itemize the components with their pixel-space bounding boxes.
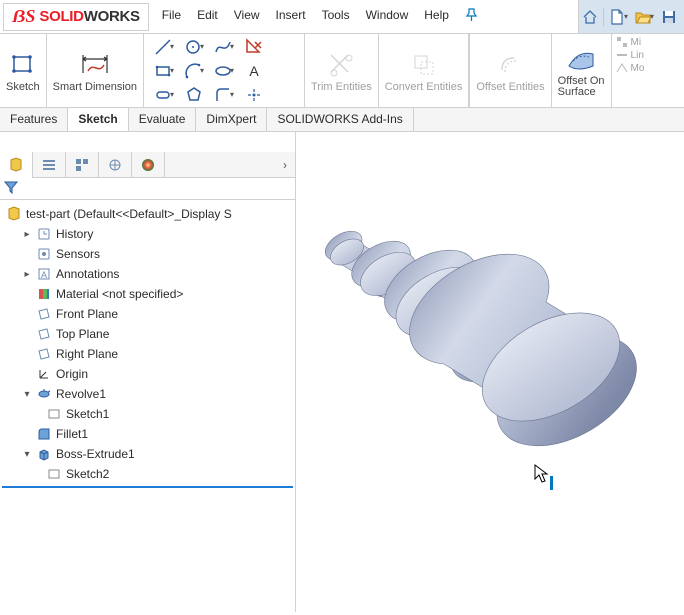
menu-window[interactable]: Window [359, 4, 416, 29]
quick-access-toolbar: ▾ ▾ [578, 0, 684, 33]
svg-text:A: A [41, 270, 47, 280]
pin-icon[interactable] [458, 4, 486, 29]
dimxpert-manager-tab[interactable] [99, 152, 132, 178]
tree-top-plane[interactable]: Top Plane [2, 324, 293, 344]
line-tool[interactable]: ▾ [150, 36, 178, 58]
app-logo: ẞS SOLIDWORKS [3, 3, 149, 31]
tab-features[interactable]: Features [0, 108, 68, 131]
display-manager-tab[interactable] [132, 152, 165, 178]
tree-history[interactable]: ▸History [2, 224, 293, 244]
text-tool[interactable]: A [240, 60, 268, 82]
sketch-button[interactable]: Sketch [0, 34, 47, 107]
filter-icon[interactable] [4, 180, 18, 197]
panel-expand-icon[interactable]: › [275, 158, 295, 172]
feature-manager-tab[interactable] [0, 152, 33, 178]
rollback-bar[interactable] [2, 486, 293, 488]
polygon-tool[interactable] [180, 84, 208, 106]
configuration-manager-tab[interactable] [66, 152, 99, 178]
menu-bar: File Edit View Insert Tools Window Help [155, 4, 486, 29]
trim-entities-button: Trim Entities [305, 34, 379, 107]
smart-dimension-icon [78, 49, 112, 81]
rectangle-tool[interactable]: ▾ [150, 60, 178, 82]
convert-icon [411, 49, 437, 81]
circle-tool[interactable]: ▾ [180, 36, 208, 58]
delete-tool[interactable] [240, 36, 268, 58]
tree-front-plane[interactable]: Front Plane [2, 304, 293, 324]
property-manager-tab[interactable] [33, 152, 66, 178]
menu-help[interactable]: Help [417, 4, 456, 29]
tree-right-plane[interactable]: Right Plane [2, 344, 293, 364]
app-name: SOLIDWORKS [39, 8, 139, 25]
manager-tabs: › [0, 152, 295, 178]
tree-boss-extrude[interactable]: ▾Boss-Extrude1 [2, 444, 293, 464]
ribbon-overflow: Mi Lin Mo [612, 34, 649, 107]
sketch-tools-grid: ▾ ▾ ▾ ▾ ▾ ▾ A ▾ ▾ [144, 34, 305, 107]
ellipse-tool[interactable]: ▾ [210, 60, 238, 82]
sketch-icon [9, 49, 37, 81]
menu-file[interactable]: File [155, 4, 188, 29]
feature-tree: test-part (Default<<Default>_Display S ▸… [0, 200, 295, 612]
tree-revolve[interactable]: ▾Revolve1 [2, 384, 293, 404]
save-icon[interactable] [658, 6, 680, 28]
tab-dimxpert[interactable]: DimXpert [196, 108, 267, 131]
smart-dimension-button[interactable]: Smart Dimension [47, 34, 144, 107]
selection-handle [550, 476, 553, 490]
trim-icon [328, 49, 354, 81]
tab-sketch[interactable]: Sketch [68, 108, 128, 131]
part-model [296, 132, 684, 612]
offset-on-surface-button[interactable]: Offset OnSurface [552, 34, 612, 107]
tree-origin[interactable]: Origin [2, 364, 293, 384]
open-icon[interactable]: ▾ [632, 6, 656, 28]
point-tool[interactable] [240, 84, 268, 106]
feature-manager-panel: › test-part (Default<<Default>_Display S… [0, 132, 296, 612]
offset-icon [498, 49, 524, 81]
home-icon[interactable] [579, 6, 601, 28]
graphics-viewport[interactable] [296, 132, 684, 612]
tree-sketch1[interactable]: Sketch1 [2, 404, 293, 424]
tree-root[interactable]: test-part (Default<<Default>_Display S [2, 204, 293, 224]
new-icon[interactable]: ▾ [606, 6, 630, 28]
convert-entities-button: Convert Entities [379, 34, 470, 107]
tree-sketch2[interactable]: Sketch2 [2, 464, 293, 484]
tab-addins[interactable]: SOLIDWORKS Add-Ins [267, 108, 413, 131]
offset-entities-button: Offset Entities [470, 34, 551, 107]
fillet-tool[interactable]: ▾ [210, 84, 238, 106]
menu-edit[interactable]: Edit [190, 4, 225, 29]
menu-insert[interactable]: Insert [269, 4, 313, 29]
ds-logo-icon: ẞS [12, 6, 35, 27]
arc-tool[interactable]: ▾ [180, 60, 208, 82]
spline-tool[interactable]: ▾ [210, 36, 238, 58]
tab-evaluate[interactable]: Evaluate [129, 108, 197, 131]
svg-text:A: A [249, 63, 259, 79]
command-manager-tabs: Features Sketch Evaluate DimXpert SOLIDW… [0, 108, 684, 132]
cursor-icon [534, 464, 550, 484]
menu-tools[interactable]: Tools [315, 4, 357, 29]
tree-sensors[interactable]: Sensors [2, 244, 293, 264]
menu-view[interactable]: View [227, 4, 267, 29]
tree-annotations[interactable]: ▸AAnnotations [2, 264, 293, 284]
tree-fillet[interactable]: Fillet1 [2, 424, 293, 444]
tree-material[interactable]: Material <not specified> [2, 284, 293, 304]
offset-surface-icon [566, 44, 596, 76]
slot-tool[interactable]: ▾ [150, 84, 178, 106]
